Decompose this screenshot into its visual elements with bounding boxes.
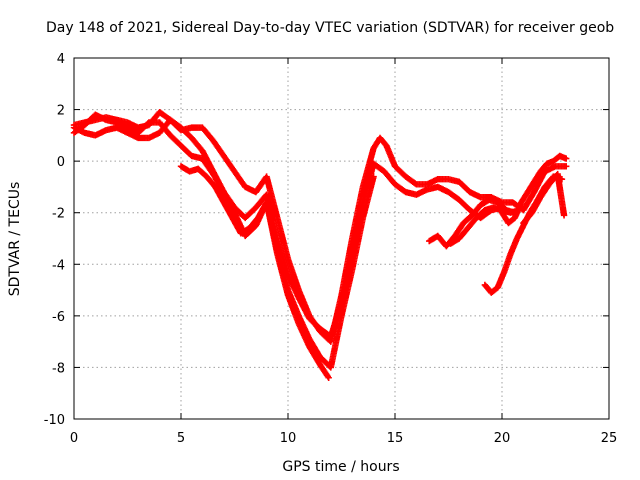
axis-ticks: 0 5 10 15 20 25 -10 -8 -6 -4 -2 0 2 4 — [44, 52, 618, 446]
x-axis-label: GPS time / hours — [282, 459, 399, 475]
y-tick-label: -10 — [44, 413, 65, 428]
y-tick-label: -8 — [52, 361, 65, 376]
series-track-i — [520, 170, 568, 227]
x-tick-label: 20 — [494, 431, 511, 446]
y-axis-label: SDTVAR / TECUs — [7, 182, 23, 297]
data-point — [324, 373, 332, 380]
data-point — [563, 163, 570, 170]
series-track-a — [70, 108, 570, 345]
y-tick-label: -6 — [52, 310, 65, 325]
x-tick-label: 10 — [280, 431, 297, 446]
data-point — [325, 374, 332, 381]
series-track-g — [481, 173, 566, 296]
y-tick-label: 4 — [57, 52, 65, 67]
grid — [74, 58, 609, 419]
x-tick-label: 5 — [177, 431, 185, 446]
data-point — [563, 155, 570, 162]
y-tick-label: 0 — [57, 155, 65, 170]
data-point — [370, 173, 377, 180]
plot-frame — [73, 57, 610, 420]
chart-title: Day 148 of 2021, Sidereal Day-to-day VTE… — [46, 20, 614, 36]
y-tick-label: -2 — [52, 207, 65, 222]
x-tick-label: 0 — [70, 431, 78, 446]
y-tick-label: -4 — [52, 258, 65, 273]
data-marks — [70, 108, 570, 381]
series-track-h — [498, 152, 570, 227]
x-tick-label: 25 — [601, 431, 618, 446]
x-tick-label: 15 — [387, 431, 404, 446]
y-tick-label: 2 — [57, 104, 65, 119]
series-track-d — [177, 163, 332, 381]
data-point — [560, 212, 568, 219]
